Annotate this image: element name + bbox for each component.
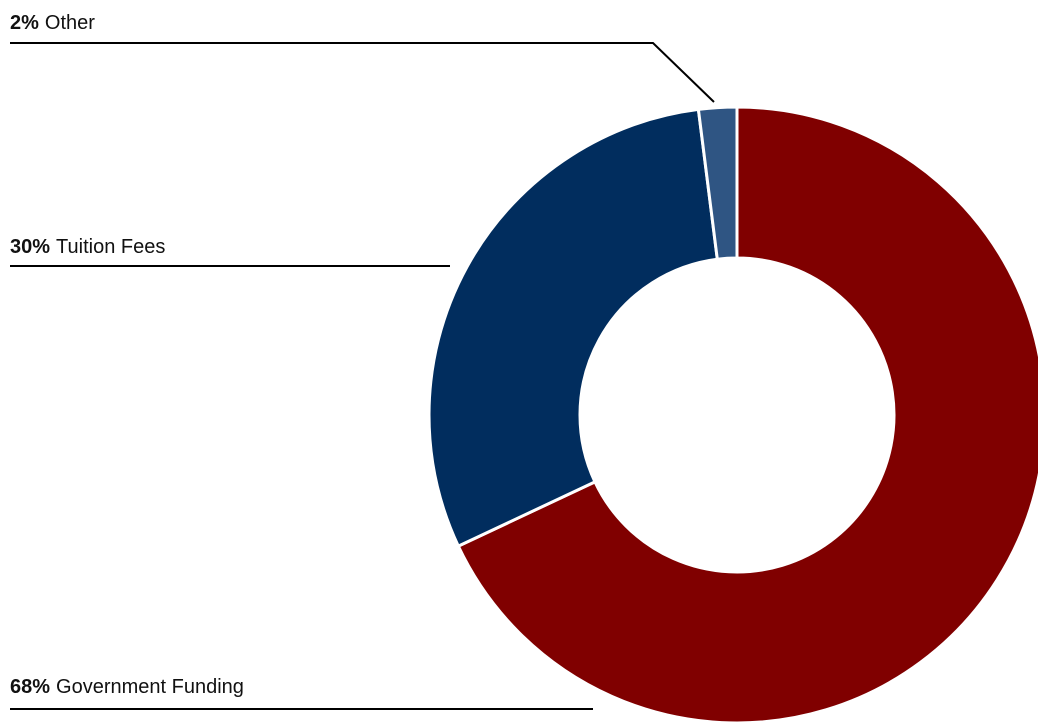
leader-line — [10, 42, 715, 103]
slice-label: 30% Tuition Fees — [10, 236, 165, 258]
slice-label: 68% Government Funding — [10, 676, 244, 698]
slice-percent: 2% — [10, 12, 39, 34]
donut-slice — [456, 105, 1038, 724]
slice-name: Government Funding — [56, 676, 244, 698]
donut-slice — [696, 105, 739, 261]
slice-percent: 30% — [10, 236, 50, 258]
slice-name: Other — [45, 12, 95, 34]
slice-percent: 68% — [10, 676, 50, 698]
donut-slice — [427, 107, 719, 549]
slice-label: 2% Other — [10, 12, 95, 34]
slice-name: Tuition Fees — [56, 236, 165, 258]
